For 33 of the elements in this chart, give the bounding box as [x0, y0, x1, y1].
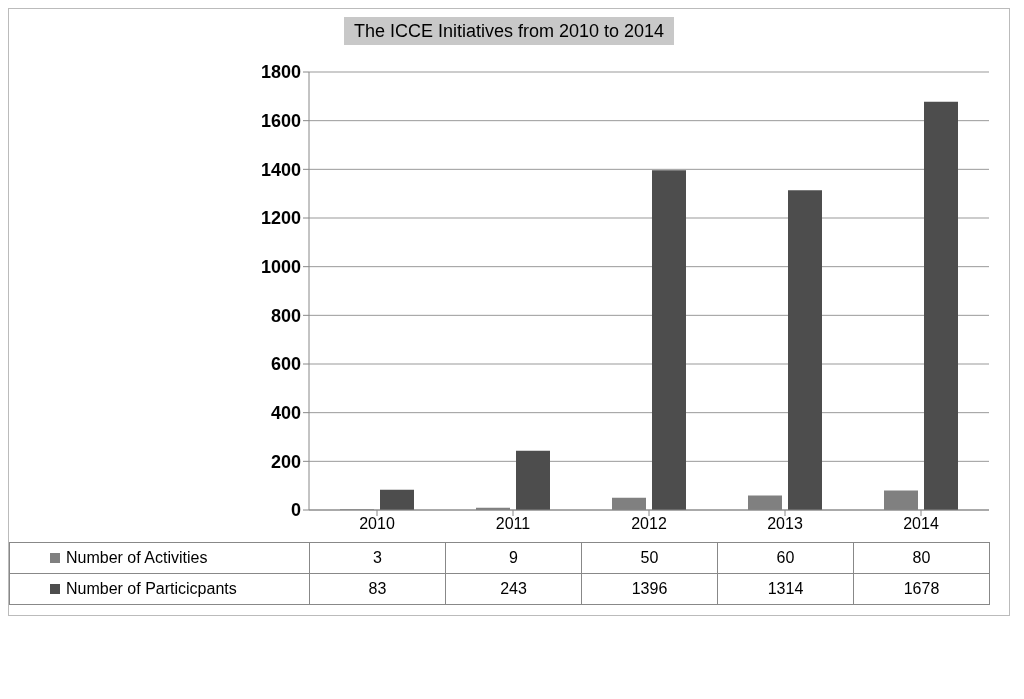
- y-tick-label: 1000: [260, 257, 301, 278]
- legend-label: Number of Activities: [65, 549, 208, 566]
- y-tick-label: 800: [270, 305, 301, 326]
- data-label: 60: [717, 542, 854, 574]
- data-label: 80: [853, 542, 990, 574]
- data-label: 1396: [581, 573, 718, 605]
- y-tick-label: 400: [270, 403, 301, 424]
- data-label: 83: [309, 573, 446, 605]
- y-tick-label: 0: [290, 500, 301, 521]
- data-label: 1678: [853, 573, 990, 605]
- x-tick-label: 2014: [903, 515, 939, 533]
- y-tick-label: 1400: [260, 159, 301, 180]
- bar: [652, 170, 686, 510]
- y-tick-label: 1600: [260, 111, 301, 132]
- y-tick-label: 1800: [260, 62, 301, 83]
- data-label: 243: [445, 573, 582, 605]
- x-tick-label: 2012: [631, 515, 667, 533]
- chart-title: The ICCE Initiatives from 2010 to 2014: [343, 17, 675, 45]
- y-tick-label: 600: [270, 354, 301, 375]
- y-tick-label: 200: [270, 451, 301, 472]
- x-tick-label: 2010: [359, 515, 395, 533]
- data-label: 1314: [717, 573, 854, 605]
- bar: [788, 190, 822, 510]
- bar: [924, 101, 958, 510]
- y-tick-label: 1200: [260, 208, 301, 229]
- bar: [380, 489, 414, 510]
- data-label: 9: [445, 542, 582, 574]
- legend-label: Number of Particicpants: [65, 580, 237, 597]
- data-label: 50: [581, 542, 718, 574]
- bar: [516, 450, 550, 510]
- data-label: 3: [309, 542, 446, 574]
- x-tick-label: 2013: [767, 515, 803, 533]
- x-tick-label: 2011: [495, 515, 531, 533]
